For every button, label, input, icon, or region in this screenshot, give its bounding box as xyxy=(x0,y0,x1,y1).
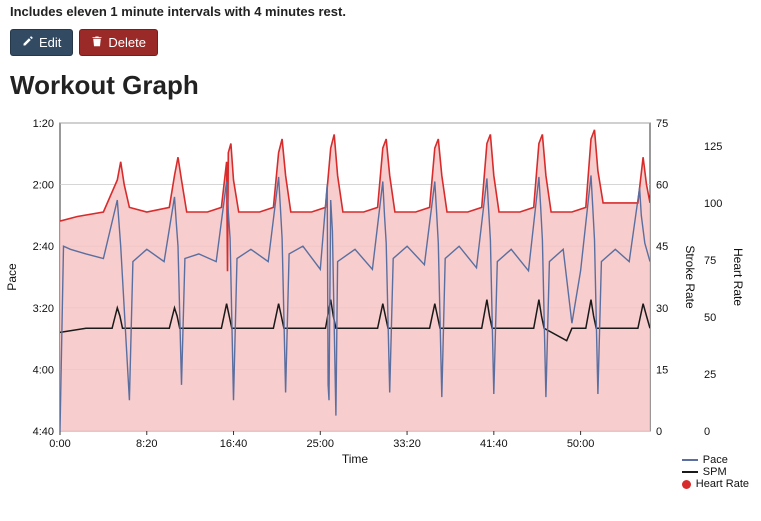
svg-text:Heart Rate: Heart Rate xyxy=(731,248,745,306)
legend-item: Heart Rate xyxy=(682,478,749,490)
svg-text:0: 0 xyxy=(704,426,710,438)
svg-text:2:00: 2:00 xyxy=(33,180,54,192)
svg-text:15: 15 xyxy=(656,364,668,376)
svg-text:50:00: 50:00 xyxy=(567,438,595,450)
svg-text:0:00: 0:00 xyxy=(49,438,70,450)
svg-text:Pace: Pace xyxy=(5,263,19,291)
svg-text:100: 100 xyxy=(704,198,722,210)
svg-text:4:40: 4:40 xyxy=(33,426,54,438)
svg-text:4:00: 4:00 xyxy=(33,364,54,376)
legend-label: Pace xyxy=(703,454,728,466)
svg-text:25:00: 25:00 xyxy=(307,438,335,450)
svg-text:50: 50 xyxy=(704,312,716,324)
svg-text:1:20: 1:20 xyxy=(33,118,54,130)
legend-line-swatch xyxy=(682,459,698,461)
legend-item: Pace xyxy=(682,454,749,466)
chart-title: Workout Graph xyxy=(0,70,761,107)
svg-text:33:20: 33:20 xyxy=(393,438,421,450)
delete-button-label: Delete xyxy=(108,35,146,50)
svg-text:60: 60 xyxy=(656,180,668,192)
chart-svg: 1:20 2:00 2:40 3:20 4:00 4:40 75 60 45 30 15 0 125 10… xyxy=(0,107,761,487)
chart-legend: PaceSPMHeart Rate xyxy=(682,454,749,490)
svg-text:41:40: 41:40 xyxy=(480,438,508,450)
pencil-icon xyxy=(22,35,34,50)
svg-text:75: 75 xyxy=(704,255,716,267)
svg-text:2:40: 2:40 xyxy=(33,241,54,253)
svg-text:45: 45 xyxy=(656,241,668,253)
legend-label: SPM xyxy=(703,466,727,478)
svg-text:75: 75 xyxy=(656,118,668,130)
svg-text:25: 25 xyxy=(704,369,716,381)
button-row: Edit Delete xyxy=(0,29,761,70)
svg-text:125: 125 xyxy=(704,141,722,153)
workout-chart: 1:20 2:00 2:40 3:20 4:00 4:40 75 60 45 30 15 0 125 10… xyxy=(0,107,761,492)
legend-line-swatch xyxy=(682,471,698,473)
edit-button[interactable]: Edit xyxy=(10,29,73,56)
workout-description: Includes eleven 1 minute intervals with … xyxy=(0,0,761,29)
svg-text:8:20: 8:20 xyxy=(136,438,157,450)
svg-text:Time: Time xyxy=(342,452,369,466)
legend-label: Heart Rate xyxy=(696,478,749,490)
trash-icon xyxy=(91,35,103,50)
edit-button-label: Edit xyxy=(39,35,61,50)
svg-text:0: 0 xyxy=(656,426,662,438)
svg-text:16:40: 16:40 xyxy=(220,438,248,450)
svg-text:3:20: 3:20 xyxy=(33,303,54,315)
svg-text:30: 30 xyxy=(656,303,668,315)
legend-dot-swatch xyxy=(682,480,691,489)
legend-item: SPM xyxy=(682,466,749,478)
delete-button[interactable]: Delete xyxy=(79,29,158,56)
svg-text:Stroke Rate: Stroke Rate xyxy=(683,245,697,309)
